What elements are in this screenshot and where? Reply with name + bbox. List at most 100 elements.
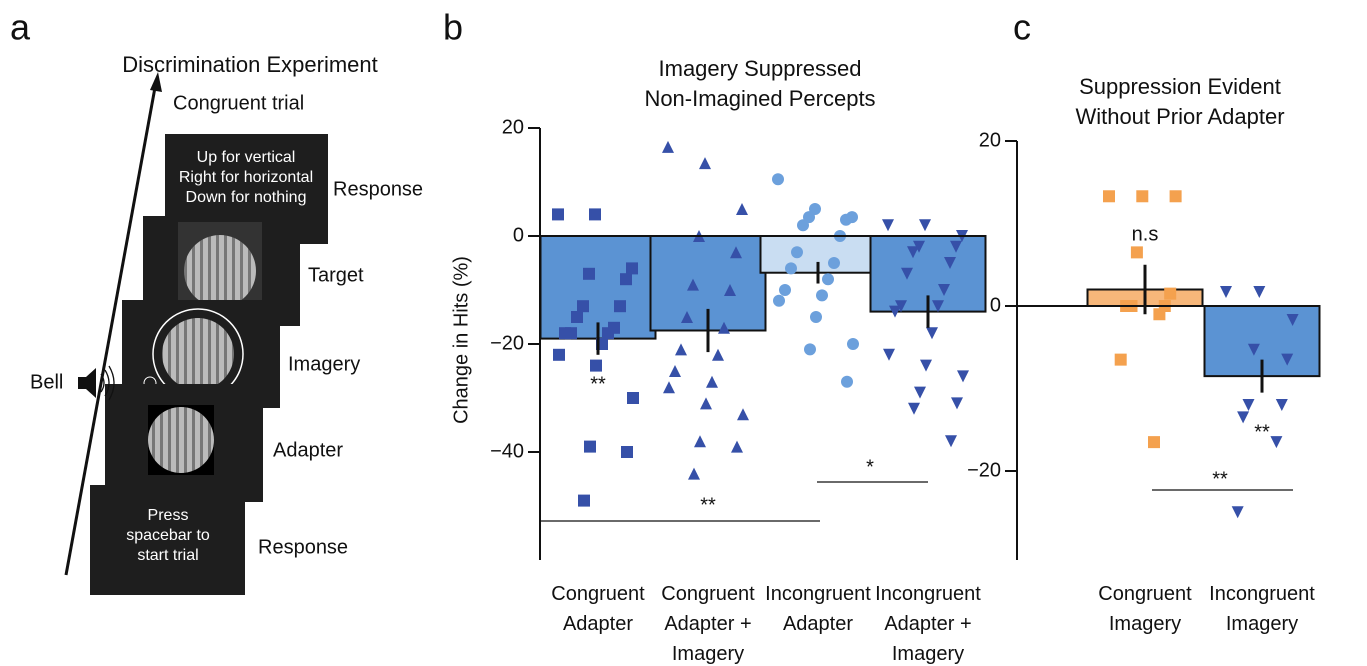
y-tick-label: 20	[979, 129, 1001, 151]
y-tick-label: 0	[513, 224, 524, 246]
screen-text: Press spacebar to start trial	[126, 507, 210, 564]
x-tick-label: Congruent Adapter + Imagery	[661, 583, 755, 665]
point	[571, 311, 583, 323]
arrow-head	[150, 72, 162, 92]
screen-text: Up for vertical Right for horizontal Down …	[179, 149, 313, 206]
point	[908, 402, 920, 415]
point	[785, 262, 797, 275]
point	[1220, 285, 1232, 298]
annotation: **	[1212, 468, 1228, 490]
point	[919, 219, 931, 232]
point	[663, 381, 675, 394]
x-tick-label: Congruent Adapter	[551, 583, 645, 635]
point	[847, 338, 859, 350]
point	[712, 348, 724, 361]
y-tick-label: −20	[490, 332, 524, 354]
point	[944, 257, 956, 269]
point	[901, 267, 913, 280]
annotation: **	[590, 373, 606, 395]
annotation: n.s	[1132, 223, 1159, 245]
y-axis-label: Change in Hits (%)	[450, 256, 472, 424]
point	[687, 278, 699, 291]
point	[669, 365, 681, 377]
point	[932, 300, 944, 313]
point	[718, 321, 730, 334]
point	[1153, 308, 1166, 321]
bell-label: Bell	[30, 371, 63, 393]
point	[614, 300, 626, 313]
point	[914, 386, 926, 399]
point	[791, 246, 803, 259]
point	[1286, 314, 1299, 327]
screen-label: Adapter	[273, 439, 343, 461]
x-tick-label: Incongruent Imagery	[1209, 583, 1315, 635]
panel-title: Discrimination Experiment	[122, 52, 378, 77]
point	[626, 262, 638, 275]
point	[552, 208, 564, 221]
annotation: **	[700, 494, 716, 516]
point	[957, 370, 969, 383]
point	[699, 157, 711, 170]
screen-label: Response	[258, 536, 348, 558]
point	[797, 219, 809, 232]
grating	[148, 407, 214, 473]
point	[737, 408, 749, 421]
point	[913, 240, 925, 253]
point	[688, 467, 700, 480]
x-tick-label: Incongruent Adapter + Imagery	[875, 583, 981, 665]
point	[804, 343, 816, 356]
point	[810, 311, 822, 323]
point	[577, 300, 589, 313]
y-tick-label: −40	[490, 440, 524, 462]
point	[926, 327, 938, 340]
screen	[90, 485, 245, 595]
point	[772, 173, 784, 186]
grating	[162, 318, 234, 390]
point	[920, 359, 932, 372]
point	[889, 305, 901, 318]
point	[583, 267, 595, 280]
point	[828, 257, 840, 269]
point	[731, 440, 743, 453]
point	[675, 343, 687, 356]
point	[945, 435, 957, 448]
point	[578, 494, 590, 507]
point	[620, 273, 632, 286]
point	[589, 208, 601, 221]
point	[840, 213, 852, 226]
chart-title: Imagery Suppressed Non-Imagined Percepts	[644, 56, 875, 111]
point	[602, 327, 614, 340]
point	[1237, 411, 1250, 424]
point	[1275, 399, 1288, 411]
point	[895, 300, 907, 313]
point	[724, 284, 736, 296]
point	[822, 273, 834, 286]
point	[816, 289, 828, 302]
point	[1114, 353, 1127, 366]
trial-label: Congruent trial	[173, 92, 304, 114]
point	[1242, 399, 1255, 411]
point	[1281, 353, 1294, 366]
panel-label: c	[1013, 7, 1031, 48]
speaker-icon	[78, 368, 96, 398]
sound-waves	[100, 365, 115, 401]
point	[706, 375, 718, 388]
point	[681, 311, 693, 323]
point	[694, 435, 706, 448]
point	[950, 240, 962, 253]
point	[584, 440, 596, 453]
point	[553, 348, 565, 361]
screen-label: Imagery	[288, 353, 360, 375]
annotation: **	[1254, 421, 1270, 443]
point	[841, 375, 853, 388]
point	[907, 246, 919, 259]
x-tick-label: Congruent Imagery	[1098, 583, 1192, 635]
point	[662, 140, 674, 153]
point	[736, 203, 748, 215]
point	[700, 397, 712, 410]
point	[1103, 190, 1115, 203]
point	[1136, 190, 1149, 203]
annotation: *	[866, 456, 874, 478]
point	[1148, 436, 1160, 449]
